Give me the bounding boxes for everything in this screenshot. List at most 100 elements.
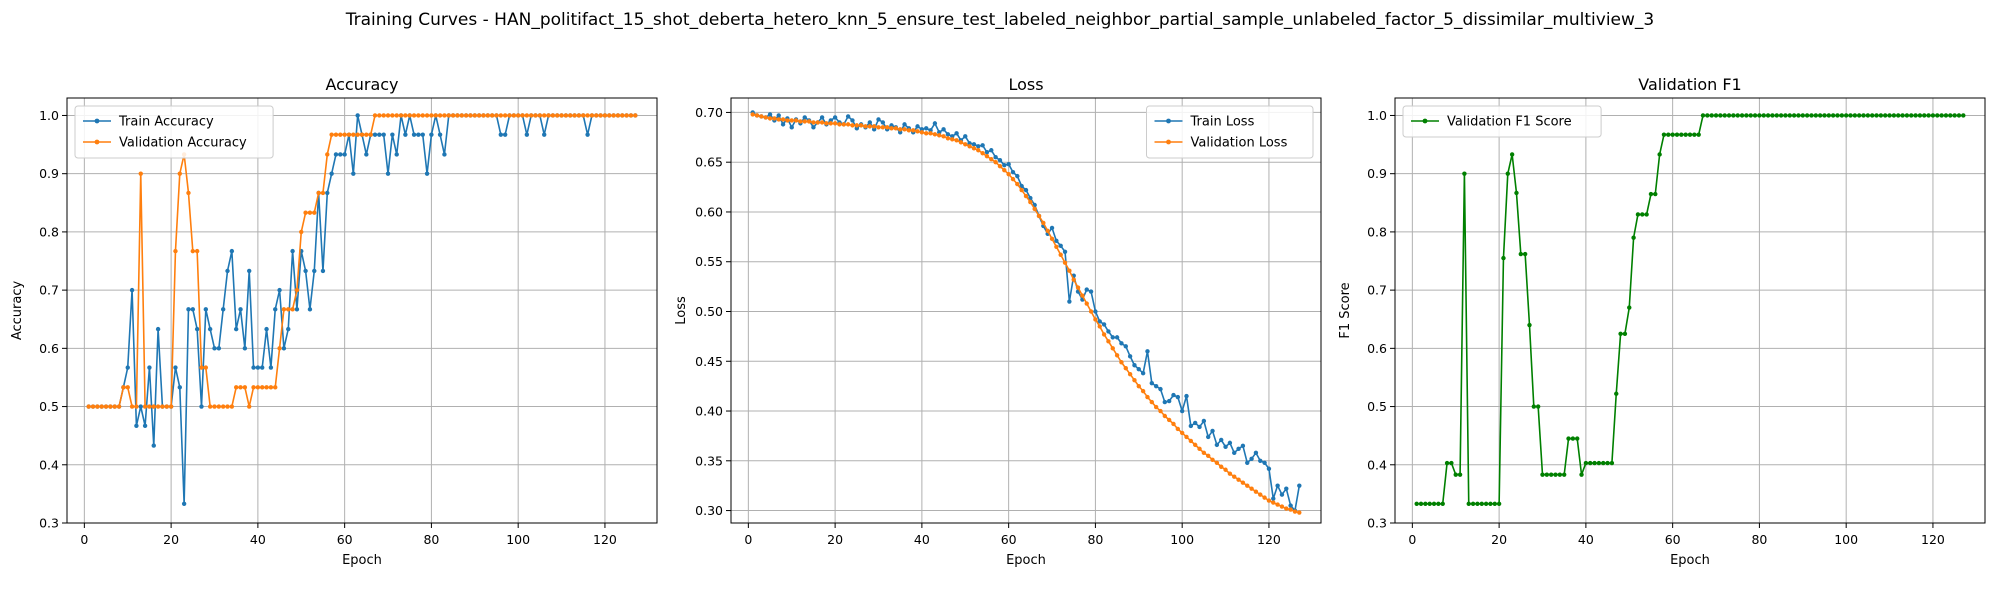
chart-1-data-point	[229, 404, 235, 409]
chart-1-x-tick-label: 40	[250, 532, 266, 547]
chart-2-data-point	[1123, 366, 1128, 371]
chart-1-data-point	[385, 171, 391, 176]
chart-2-data-point	[832, 121, 838, 126]
chart-3-data-point	[1735, 113, 1740, 118]
chart-3-legend-box	[1402, 105, 1602, 138]
chart-1-data-point	[489, 113, 495, 118]
chart-3-data-point	[1774, 113, 1779, 118]
chart-3-data-point	[1948, 113, 1953, 118]
chart-1-data-point	[611, 113, 616, 118]
chart-1-y-tick-label: 0.6	[39, 341, 59, 356]
chart-1-data-point	[268, 385, 274, 390]
chart-1-data-point	[177, 385, 182, 390]
chart-3-data-point	[1561, 472, 1567, 477]
chart-2-data-point	[1019, 187, 1024, 193]
chart-2-data-point	[1184, 434, 1189, 440]
chart-1-data-point	[342, 132, 347, 137]
chart-1-y-tick-label: 0.7	[39, 283, 59, 298]
chart-1-data-point	[155, 326, 161, 332]
chart-1-data-point	[416, 132, 421, 137]
chart-1-data-point	[229, 248, 235, 254]
chart-3-data-point	[1961, 113, 1966, 118]
chart-3-data-point	[1618, 331, 1623, 336]
chart-1-data-point	[108, 404, 113, 409]
chart-2-data-point	[1067, 299, 1072, 304]
chart-2-data-point	[1214, 460, 1220, 465]
chart-1-data-point	[199, 365, 204, 370]
chart-1-data-point	[138, 171, 143, 176]
chart-2-data-point	[1184, 393, 1189, 399]
chart-1-data-point	[151, 443, 156, 448]
chart-3-data-point	[1752, 113, 1758, 118]
chart-2-data-point	[906, 128, 912, 133]
chart-3-data-point	[1956, 113, 1962, 118]
chart-3-data-point	[1878, 113, 1884, 118]
chart-1-data-point	[316, 190, 321, 196]
chart-3-x-tick-label: 40	[1578, 532, 1594, 547]
chart-3-data-point	[1687, 132, 1693, 137]
chart-1-data-point	[281, 307, 287, 312]
chart-2-data-point	[1002, 167, 1007, 173]
chart-1-data-point	[429, 132, 434, 137]
chart-2-data-point	[1297, 483, 1302, 488]
chart-3-data-point	[1566, 436, 1571, 441]
chart-2-data-point	[976, 144, 981, 149]
chart-2-legend-label: Train Loss	[1190, 115, 1255, 130]
chart-3-data-point	[1904, 113, 1910, 118]
chart-1-data-point	[160, 404, 165, 409]
chart-2-data-point	[1015, 181, 1020, 187]
chart-1-data-point	[303, 268, 308, 274]
chart-2-data-point	[1127, 354, 1133, 359]
chart-2-data-point	[1088, 289, 1094, 294]
chart-1-data-point	[255, 385, 261, 390]
chart-3-data-point	[1640, 212, 1645, 217]
chart-2-data-point	[806, 119, 812, 124]
chart-3-data-point	[1744, 113, 1749, 118]
chart-3-data-point	[1952, 113, 1957, 118]
chart-3-data-point	[1839, 113, 1845, 118]
chart-2-data-point	[1262, 495, 1267, 500]
chart-3-data-point	[1470, 501, 1476, 506]
chart-3-data-point	[1653, 191, 1658, 197]
chart-1-data-point	[602, 113, 608, 118]
chart-2-data-point	[854, 123, 860, 128]
chart-2-data-point	[1132, 363, 1137, 368]
chart-1-data-point	[524, 113, 530, 118]
chart-2-data-point	[837, 122, 842, 127]
chart-3-data-point	[1913, 113, 1918, 118]
chart-2-y-tick-label: 0.55	[695, 254, 723, 269]
chart-3-data-point	[1683, 132, 1688, 137]
chart-3-data-point	[1631, 235, 1636, 240]
chart-1-data-point	[377, 132, 382, 137]
chart-2-data-point	[1192, 442, 1198, 448]
chart-3-x-tick-label: 120	[1921, 532, 1945, 547]
chart-1-data-point	[147, 365, 152, 370]
chart-2-data-point	[1223, 467, 1228, 472]
chart-1-data-point	[502, 132, 508, 137]
chart-1-data-point	[186, 307, 191, 312]
chart-1-data-point	[472, 113, 477, 118]
chart-3-data-point	[1601, 460, 1606, 466]
chart-2-data-point	[1179, 430, 1185, 436]
chart-3-data-point	[1592, 460, 1597, 466]
chart-2-data-point	[1136, 367, 1141, 372]
chart-2-data-point	[867, 120, 873, 125]
chart-1-data-point	[394, 113, 399, 118]
chart-1-data-point	[194, 248, 200, 254]
chart-2-data-point	[954, 138, 959, 143]
chart-1-data-point	[333, 132, 339, 137]
chart-3-legend-marker	[1422, 118, 1428, 124]
chart-2-data-point	[1171, 392, 1176, 398]
chart-2-data-point	[772, 116, 777, 121]
chart-2-data-point	[759, 114, 764, 119]
chart-1-data-point	[364, 132, 369, 137]
chart-2-data-point	[819, 115, 825, 120]
chart-3-data-point	[1514, 190, 1519, 196]
chart-1-data-point	[368, 132, 373, 137]
chart-1-data-point	[273, 307, 278, 312]
chart-1-data-point	[155, 404, 161, 409]
chart-3-legend: Validation F1 Score	[1402, 105, 1602, 138]
chart-3-y-tick-label: 0.8	[1367, 224, 1387, 239]
chart-3-data-point	[1739, 113, 1745, 118]
chart-2-data-point	[1258, 458, 1263, 463]
